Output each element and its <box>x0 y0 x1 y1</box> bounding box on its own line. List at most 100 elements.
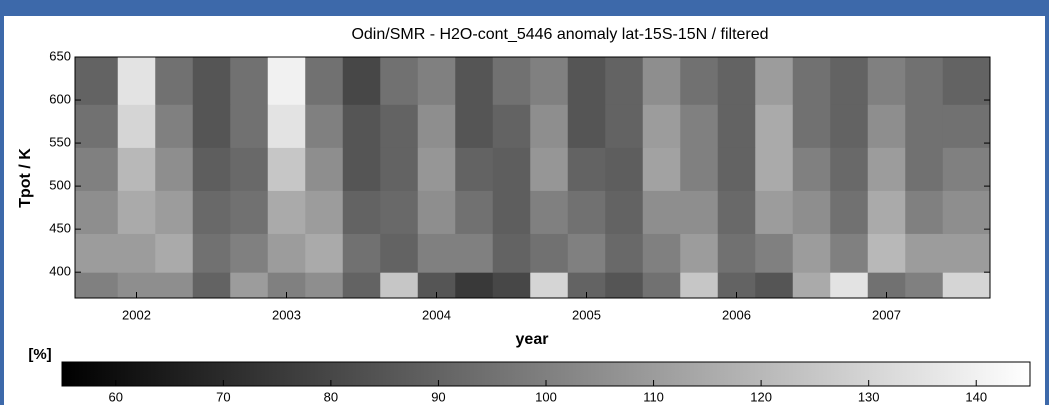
heat-cell <box>155 57 194 105</box>
heat-cell <box>605 272 644 299</box>
heat-cell <box>492 190 531 234</box>
heat-cell <box>342 57 381 105</box>
y-tick-label: 650 <box>49 48 71 63</box>
heat-cell <box>530 190 569 234</box>
colorbar-tick-label: 70 <box>216 389 230 404</box>
heat-cell <box>455 147 494 191</box>
heat-cell <box>192 57 231 105</box>
heat-cell <box>830 147 869 191</box>
heat-cell <box>75 190 119 234</box>
heat-cell <box>680 104 719 148</box>
heat-cell <box>642 190 681 234</box>
heat-cell <box>230 147 269 191</box>
heat-cell <box>867 57 906 105</box>
heat-cell <box>492 57 531 105</box>
heat-cell <box>942 272 991 299</box>
y-tick-label: 600 <box>49 91 71 106</box>
heat-cell <box>380 190 419 234</box>
heat-cell <box>530 233 569 273</box>
heat-cell <box>75 147 119 191</box>
header-bar <box>0 0 1049 16</box>
heat-cell <box>530 147 569 191</box>
heat-cell <box>605 147 644 191</box>
heat-cell <box>717 104 756 148</box>
heat-cell <box>755 147 794 191</box>
heat-cell <box>567 147 606 191</box>
heat-cell <box>417 190 456 234</box>
y-tick-label: 500 <box>49 178 71 193</box>
heat-cell <box>567 190 606 234</box>
heat-cell <box>455 190 494 234</box>
heat-cell <box>867 190 906 234</box>
y-tick-label: 550 <box>49 135 71 150</box>
colorbar-tick-label: 120 <box>750 389 772 404</box>
heat-cell <box>905 57 944 105</box>
heat-cell <box>75 104 119 148</box>
heat-cell <box>305 233 344 273</box>
heat-cell <box>792 190 831 234</box>
x-tick-label: 2006 <box>722 307 751 322</box>
x-tick-label: 2007 <box>872 307 901 322</box>
heat-cell <box>605 190 644 234</box>
heat-cell <box>417 57 456 105</box>
heat-cell <box>342 147 381 191</box>
heat-cell <box>530 57 569 105</box>
colorbar-tick-label: 140 <box>965 389 987 404</box>
colorbar-label: [%] <box>28 346 51 363</box>
heat-cell <box>792 233 831 273</box>
heat-cell <box>717 190 756 234</box>
y-tick-label: 400 <box>49 264 71 279</box>
plot-frame <box>74 56 991 299</box>
heat-cell <box>492 233 531 273</box>
heat-cell <box>942 190 991 234</box>
colorbar-tick-label: 80 <box>324 389 338 404</box>
heat-cell <box>75 233 119 273</box>
heat-cell <box>942 57 991 105</box>
heat-cell <box>905 233 944 273</box>
heat-cell <box>342 233 381 273</box>
heat-cell <box>230 233 269 273</box>
heat-cell <box>417 104 456 148</box>
heat-cell <box>305 147 344 191</box>
heat-cell <box>905 147 944 191</box>
heat-cell <box>155 233 194 273</box>
heat-cell <box>230 272 269 299</box>
heat-cell <box>455 272 494 299</box>
heat-cell <box>605 104 644 148</box>
colorbar-tick-label: 130 <box>858 389 880 404</box>
y-axis-label: Tpot / K <box>17 148 34 208</box>
heat-cell <box>680 190 719 234</box>
heat-cell <box>530 104 569 148</box>
heat-cell <box>792 57 831 105</box>
heat-cell <box>830 272 869 299</box>
heat-cell <box>305 190 344 234</box>
heat-cell <box>342 272 381 299</box>
heat-cell <box>155 147 194 191</box>
heat-cell <box>192 104 231 148</box>
heat-cell <box>792 104 831 148</box>
heat-cell <box>455 57 494 105</box>
heat-cell <box>680 272 719 299</box>
heat-cell <box>942 104 991 148</box>
heat-cell <box>830 190 869 234</box>
heat-cell <box>717 233 756 273</box>
heat-cell <box>155 190 194 234</box>
heat-cell <box>942 233 991 273</box>
heat-cell <box>267 233 306 273</box>
heat-cell <box>530 272 569 299</box>
heat-cell <box>117 147 156 191</box>
heat-cell <box>117 57 156 105</box>
frame-right <box>1045 0 1049 405</box>
heat-cell <box>192 272 231 299</box>
x-tick-label: 2003 <box>272 307 301 322</box>
heat-cell <box>75 272 119 299</box>
colorbar-tick-label: 110 <box>643 389 664 404</box>
heat-cell <box>605 57 644 105</box>
heat-cell <box>417 233 456 273</box>
heat-cell <box>680 233 719 273</box>
heat-cell <box>455 104 494 148</box>
heat-cell <box>192 147 231 191</box>
heat-cell <box>642 147 681 191</box>
heat-cell <box>230 190 269 234</box>
